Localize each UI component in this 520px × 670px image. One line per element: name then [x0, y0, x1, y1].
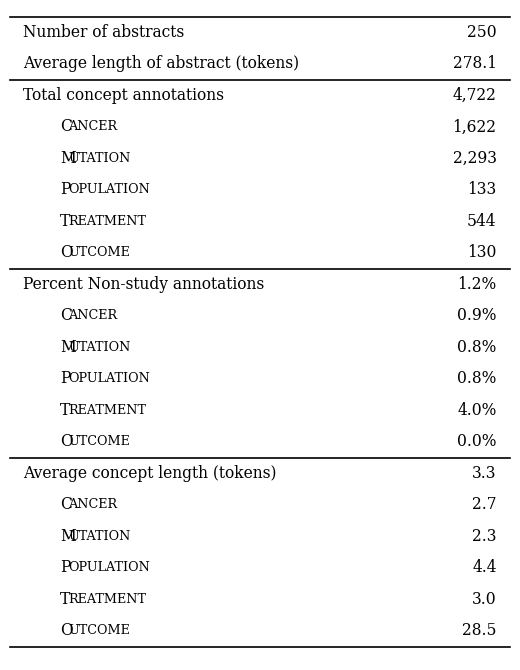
- Text: 4.4: 4.4: [472, 559, 497, 576]
- Text: 0.8%: 0.8%: [457, 371, 497, 387]
- Text: 2.7: 2.7: [472, 496, 497, 513]
- Text: 278.1: 278.1: [452, 56, 497, 72]
- Text: T: T: [60, 402, 70, 419]
- Text: C: C: [60, 496, 72, 513]
- Text: 0.0%: 0.0%: [457, 433, 497, 450]
- Text: Total concept annotations: Total concept annotations: [23, 87, 225, 104]
- Text: Percent Non-study annotations: Percent Non-study annotations: [23, 276, 265, 293]
- Text: 1,622: 1,622: [452, 119, 497, 135]
- Text: 2,293: 2,293: [452, 150, 497, 167]
- Text: 2.3: 2.3: [472, 528, 497, 545]
- Text: Average length of abstract (tokens): Average length of abstract (tokens): [23, 56, 300, 72]
- Text: 28.5: 28.5: [462, 622, 497, 639]
- Text: O: O: [60, 245, 73, 261]
- Text: REATMENT: REATMENT: [68, 404, 146, 417]
- Text: O: O: [60, 622, 73, 639]
- Text: 544: 544: [467, 213, 497, 230]
- Text: 130: 130: [467, 245, 497, 261]
- Text: M: M: [60, 150, 75, 167]
- Text: M: M: [60, 339, 75, 356]
- Text: 3.0: 3.0: [472, 591, 497, 608]
- Text: OPULATION: OPULATION: [68, 184, 150, 196]
- Text: 4,722: 4,722: [453, 87, 497, 104]
- Text: 1.2%: 1.2%: [458, 276, 497, 293]
- Text: UTCOME: UTCOME: [68, 247, 130, 259]
- Text: 0.8%: 0.8%: [457, 339, 497, 356]
- Text: P: P: [60, 182, 70, 198]
- Text: Average concept length (tokens): Average concept length (tokens): [23, 465, 277, 482]
- Text: 4.0%: 4.0%: [457, 402, 497, 419]
- Text: UTCOME: UTCOME: [68, 624, 130, 637]
- Text: P: P: [60, 559, 70, 576]
- Text: ANCER: ANCER: [68, 498, 117, 511]
- Text: UTATION: UTATION: [68, 530, 131, 543]
- Text: 250: 250: [467, 24, 497, 41]
- Text: Number of abstracts: Number of abstracts: [23, 24, 185, 41]
- Text: M: M: [60, 528, 75, 545]
- Text: ANCER: ANCER: [68, 310, 117, 322]
- Text: C: C: [60, 119, 72, 135]
- Text: 0.9%: 0.9%: [457, 308, 497, 324]
- Text: O: O: [60, 433, 73, 450]
- Text: UTCOME: UTCOME: [68, 436, 130, 448]
- Text: T: T: [60, 591, 70, 608]
- Text: OPULATION: OPULATION: [68, 561, 150, 574]
- Text: REATMENT: REATMENT: [68, 215, 146, 228]
- Text: C: C: [60, 308, 72, 324]
- Text: T: T: [60, 213, 70, 230]
- Text: UTATION: UTATION: [68, 341, 131, 354]
- Text: OPULATION: OPULATION: [68, 373, 150, 385]
- Text: 3.3: 3.3: [472, 465, 497, 482]
- Text: REATMENT: REATMENT: [68, 593, 146, 606]
- Text: UTATION: UTATION: [68, 152, 131, 165]
- Text: ANCER: ANCER: [68, 121, 117, 133]
- Text: P: P: [60, 371, 70, 387]
- Text: 133: 133: [467, 182, 497, 198]
